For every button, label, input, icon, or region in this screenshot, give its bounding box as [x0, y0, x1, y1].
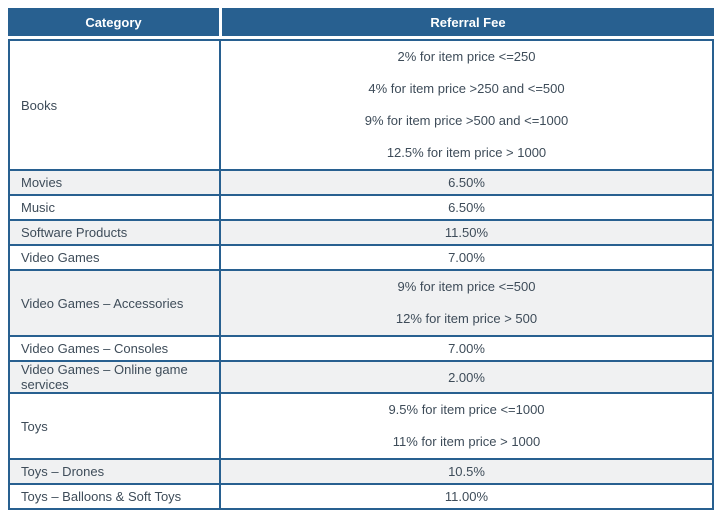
table-header-row: Category Referral Fee — [8, 8, 714, 36]
referral-fee-cell: 11.50% — [221, 221, 712, 244]
referral-fee-cell: 7.00% — [221, 337, 712, 360]
referral-fee-cell: 2.00% — [221, 362, 712, 392]
table-row: Toys 9.5% for item price <=1000 11% for i… — [10, 394, 712, 460]
referral-fee-cell: 10.5% — [221, 460, 712, 483]
referral-fee-cell: 11.00% — [221, 485, 712, 508]
fee-line: 11.50% — [444, 225, 489, 240]
table-row: Video Games – Consoles 7.00% — [10, 337, 712, 362]
referral-fee-cell: 9.5% for item price <=1000 11% for item p… — [221, 394, 712, 458]
fee-line: 11.00% — [444, 489, 489, 504]
category-cell: Books — [10, 41, 221, 169]
referral-fee-table: Category Referral Fee Books 2% for item … — [8, 8, 714, 510]
referral-fee-cell: 6.50% — [221, 196, 712, 219]
header-cell-referral-fee: Referral Fee — [222, 8, 714, 36]
table-row: Toys – Drones 10.5% — [10, 460, 712, 485]
fee-line: 2% for item price <=250 — [397, 49, 536, 64]
fee-line: 2.00% — [448, 369, 485, 385]
table-row: Video Games – Accessories 9% for item pr… — [10, 271, 712, 337]
category-cell: Music — [10, 196, 221, 219]
fee-line: 4% for item price >250 and <=500 — [368, 81, 565, 96]
table-row: Books 2% for item price <=250 4% for item… — [10, 41, 712, 171]
category-cell: Video Games – Consoles — [10, 337, 221, 360]
fee-line: 7.00% — [448, 341, 485, 356]
category-cell: Toys – Balloons & Soft Toys — [10, 485, 221, 508]
category-cell: Movies — [10, 171, 221, 194]
category-cell: Video Games — [10, 246, 221, 269]
table-row: Movies 6.50% — [10, 171, 712, 196]
table-row: Toys – Balloons & Soft Toys 11.00% — [10, 485, 712, 508]
fee-line: 7.00% — [448, 250, 485, 265]
fee-line: 10.5% — [448, 464, 485, 479]
category-cell: Video Games – Online game services — [10, 362, 221, 392]
category-cell: Toys — [10, 394, 221, 458]
table-row: Music 6.50% — [10, 196, 712, 221]
category-cell: Video Games – Accessories — [10, 271, 221, 335]
referral-fee-cell: 6.50% — [221, 171, 712, 194]
fee-line: 9.5% for item price <=1000 — [388, 402, 545, 417]
fee-line: 6.50% — [448, 175, 485, 190]
fee-line: 9% for item price <=500 — [397, 279, 536, 294]
category-cell: Software Products — [10, 221, 221, 244]
referral-fee-cell: 7.00% — [221, 246, 712, 269]
fee-line: 12.5% for item price > 1000 — [386, 145, 547, 160]
fee-line: 6.50% — [448, 200, 485, 215]
table-row: Video Games – Online game services 2.00% — [10, 362, 712, 394]
referral-fee-cell: 2% for item price <=250 4% for item price… — [221, 41, 712, 169]
header-cell-category: Category — [8, 8, 219, 36]
fee-line: 9% for item price >500 and <=1000 — [364, 113, 569, 128]
referral-fee-cell: 9% for item price <=500 12% for item pric… — [221, 271, 712, 335]
fee-line: 11% for item price > 1000 — [392, 434, 541, 449]
table-body: Books 2% for item price <=250 4% for item… — [8, 39, 714, 510]
table-row: Software Products 11.50% — [10, 221, 712, 246]
category-cell: Toys – Drones — [10, 460, 221, 483]
fee-line: 12% for item price > 500 — [395, 311, 538, 326]
table-row: Video Games 7.00% — [10, 246, 712, 271]
